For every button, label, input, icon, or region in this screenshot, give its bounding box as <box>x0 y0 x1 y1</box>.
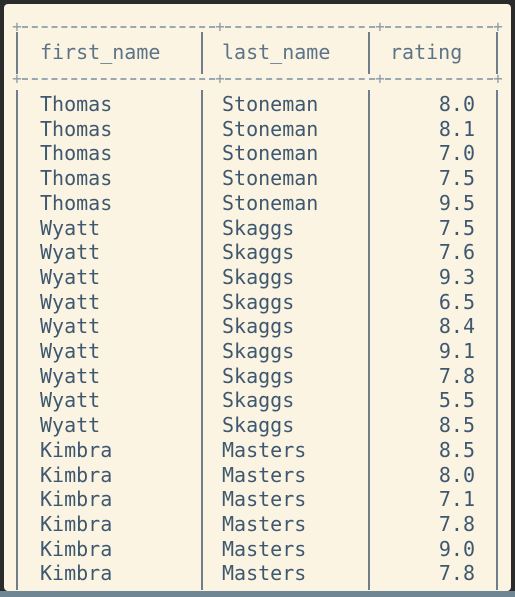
cell-first-name: Wyatt <box>40 388 101 413</box>
column-border-2 <box>368 32 370 74</box>
window-bottom-bar <box>0 591 515 597</box>
cell-rating: 7.8 <box>438 363 475 388</box>
cell-last-name: Skaggs <box>222 388 295 413</box>
border-corner: + <box>215 17 225 36</box>
cell-first-name: Thomas <box>40 92 113 116</box>
column-border-2 <box>368 90 370 590</box>
cell-rating: 7.1 <box>438 487 475 512</box>
header-first-name: first_name <box>40 40 161 64</box>
cell-last-name: Skaggs <box>222 363 295 388</box>
cell-first-name: Wyatt <box>40 240 101 265</box>
cell-last-name: Stoneman <box>222 92 319 116</box>
cell-last-name: Skaggs <box>222 215 295 240</box>
column-border-right <box>496 32 498 74</box>
cell-last-name: Masters <box>222 561 307 586</box>
column-border-1 <box>201 32 203 74</box>
cell-first-name: Wyatt <box>40 314 101 339</box>
cell-rating: 8.4 <box>438 314 475 339</box>
cell-last-name: Skaggs <box>222 314 295 339</box>
cell-first-name: Kimbra <box>40 437 113 462</box>
cell-last-name: Skaggs <box>222 339 295 363</box>
cell-first-name: Thomas <box>40 141 113 166</box>
border-dash <box>385 78 493 80</box>
table-top-border: + + + + <box>12 17 503 36</box>
column-border-right <box>496 90 498 590</box>
cell-rating: 9.0 <box>438 536 475 561</box>
border-dash <box>225 78 375 80</box>
cell-first-name: Kimbra <box>40 511 113 536</box>
border-corner: + <box>493 69 503 88</box>
header-last-name: last_name <box>222 40 331 64</box>
border-corner: + <box>493 17 503 36</box>
cell-last-name: Stoneman <box>222 116 319 141</box>
border-corner: + <box>215 69 225 88</box>
border-dash <box>385 26 493 28</box>
border-dash <box>22 78 215 80</box>
cell-last-name: Masters <box>222 437 307 462</box>
cell-last-name: Masters <box>222 511 307 536</box>
cell-rating: 9.5 <box>438 190 475 215</box>
cell-first-name: Kimbra <box>40 487 113 512</box>
border-dash <box>225 26 375 28</box>
cell-first-name: Thomas <box>40 116 113 141</box>
cell-last-name: Skaggs <box>222 289 295 314</box>
cell-rating: 8.5 <box>438 437 475 462</box>
cell-rating: 8.5 <box>438 413 475 438</box>
cell-rating: 9.3 <box>438 264 475 289</box>
cell-rating: 7.5 <box>438 215 475 240</box>
border-dash <box>22 26 215 28</box>
cell-first-name: Kimbra <box>40 561 113 586</box>
cell-last-name: Skaggs <box>222 264 295 289</box>
cell-rating: 8.0 <box>438 462 475 487</box>
cell-first-name: Wyatt <box>40 363 101 388</box>
cell-rating: 9.1 <box>438 339 475 363</box>
cell-rating: 7.8 <box>438 511 475 536</box>
cell-rating: 7.0 <box>438 141 475 166</box>
table-header-separator: + + + + <box>12 69 503 88</box>
cell-rating: 7.5 <box>438 166 475 191</box>
cell-first-name: Kimbra <box>40 462 113 487</box>
column-border-1 <box>201 90 203 590</box>
cell-rating: 8.1 <box>438 116 475 141</box>
column-border-left <box>16 32 18 74</box>
cell-rating: 5.5 <box>438 388 475 413</box>
terminal-output: + + + + first_name last_name rating + + … <box>4 4 511 591</box>
header-rating: rating <box>390 40 463 64</box>
cell-last-name: Stoneman <box>222 141 319 166</box>
cell-last-name: Masters <box>222 462 307 487</box>
cell-last-name: Masters <box>222 536 307 561</box>
cell-first-name: Wyatt <box>40 264 101 289</box>
cell-rating: 8.0 <box>438 92 475 116</box>
column-border-left <box>16 90 18 590</box>
cell-first-name: Wyatt <box>40 289 101 314</box>
cell-rating: 7.8 <box>438 561 475 586</box>
cell-last-name: Skaggs <box>222 240 295 265</box>
cell-last-name: Masters <box>222 487 307 512</box>
cell-first-name: Thomas <box>40 166 113 191</box>
cell-first-name: Wyatt <box>40 215 101 240</box>
cell-first-name: Thomas <box>40 190 113 215</box>
cell-last-name: Stoneman <box>222 166 319 191</box>
cell-first-name: Kimbra <box>40 536 113 561</box>
cell-first-name: Wyatt <box>40 413 101 438</box>
border-corner: + <box>375 69 385 88</box>
cell-rating: 7.6 <box>438 240 475 265</box>
border-corner: + <box>12 69 22 88</box>
cell-rating: 6.5 <box>438 289 475 314</box>
cell-last-name: Stoneman <box>222 190 319 215</box>
border-corner: + <box>375 17 385 36</box>
cell-last-name: Skaggs <box>222 413 295 438</box>
border-corner: + <box>12 17 22 36</box>
cell-first-name: Wyatt <box>40 339 101 363</box>
